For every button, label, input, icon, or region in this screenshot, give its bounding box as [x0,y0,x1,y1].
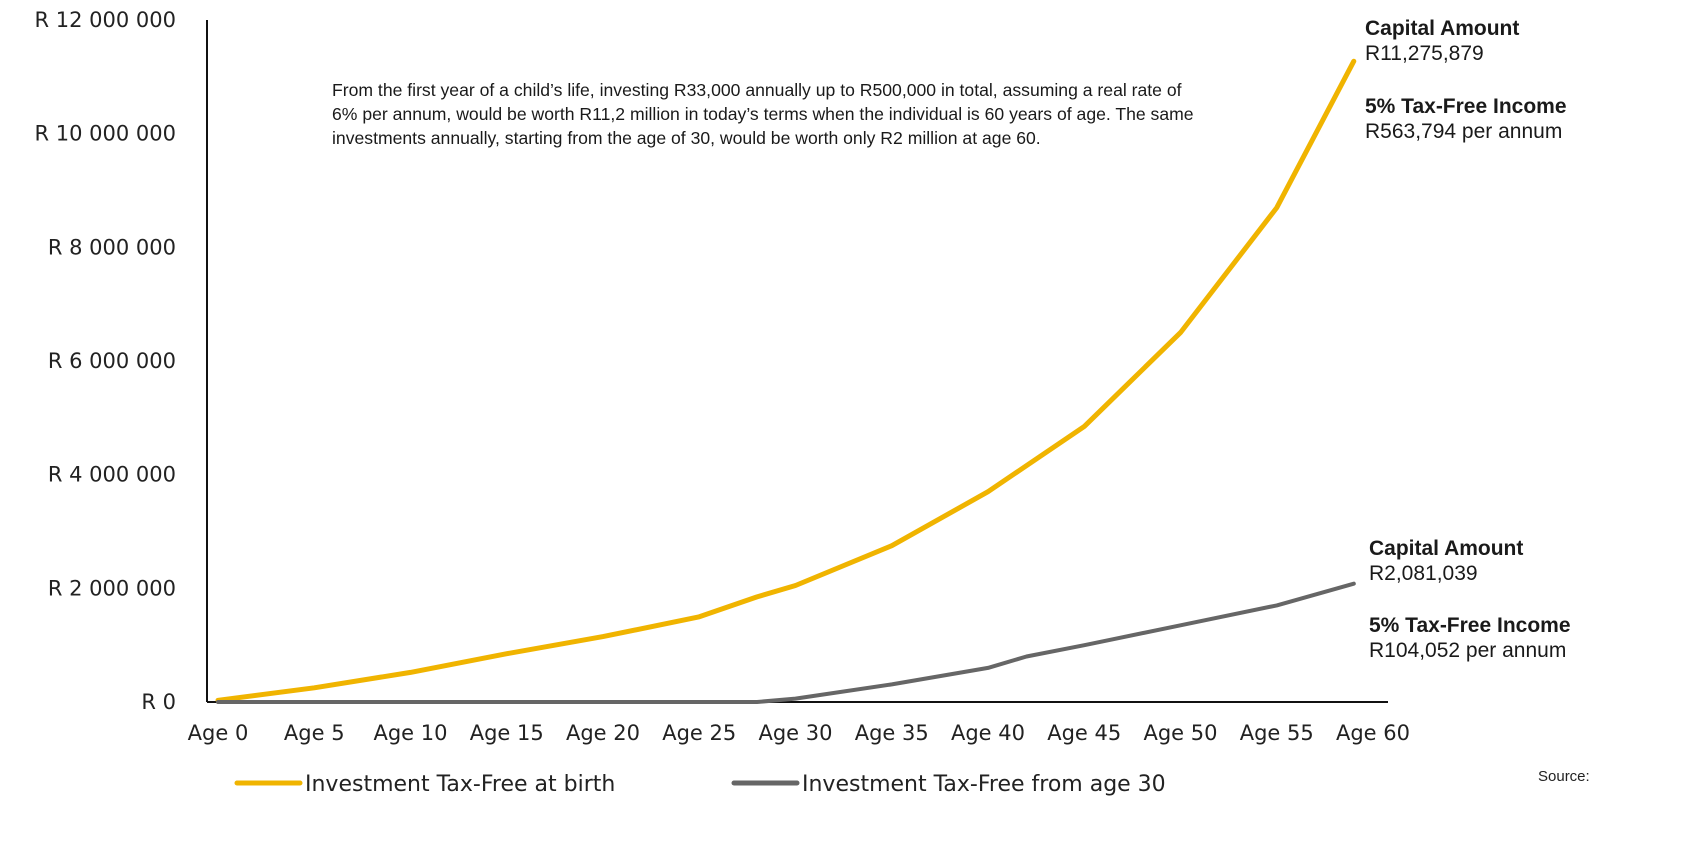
x-tick-label: Age 60 [1336,721,1410,745]
y-axis-ticks: R 0 R 2 000 000 R 4 000 000 R 6 000 000 R 8 … [34,8,176,714]
x-tick-label: Age 10 [373,721,447,745]
series-line-age30 [216,581,1356,704]
income-label-age30: 5% Tax-Free Income [1369,614,1571,637]
y-tick-label: R 10 000 000 [34,122,176,146]
income-value-age30: R104,052 per annum [1369,639,1566,662]
capital-amount-label-age30: Capital Amount [1369,537,1523,560]
capital-amount-value-age30: R2,081,039 [1369,562,1478,585]
x-tick-label: Age 25 [662,721,736,745]
y-tick-label: R 4 000 000 [48,463,176,487]
income-value-birth: R563,794 per annum [1365,120,1562,143]
x-tick-label: Age 20 [566,721,640,745]
x-tick-label: Age 45 [1047,721,1121,745]
y-tick-label: R 0 [141,690,176,714]
y-tick-label: R 8 000 000 [48,235,176,259]
annotation-birth: Capital Amount R11,275,879 5% Tax-Free I… [1365,17,1567,143]
x-tick-label: Age 5 [284,721,345,745]
chart-note: From the first year of a child’s life, i… [332,80,1194,148]
y-tick-label: R 12 000 000 [34,8,176,32]
y-tick-label: R 2 000 000 [48,576,176,600]
series-line-birth [215,58,1357,703]
annotation-age30: Capital Amount R2,081,039 5% Tax-Free In… [1369,537,1571,662]
legend-label-age30: Investment Tax-Free from age 30 [802,772,1166,797]
x-tick-label: Age 0 [188,721,249,745]
x-axis-ticks: Age 0 Age 5 Age 10 Age 15 Age 20 Age 25 Age 30… [188,721,1410,745]
legend-label-birth: Investment Tax-Free at birth [305,772,615,797]
capital-amount-value-birth: R11,275,879 [1365,42,1484,65]
source-label: Source: [1538,768,1590,785]
income-label-birth: 5% Tax-Free Income [1365,95,1567,118]
x-tick-label: Age 50 [1143,721,1217,745]
x-tick-label: Age 55 [1240,721,1314,745]
legend: Investment Tax-Free at birth Investment … [234,772,1166,797]
series-layer [215,58,1357,704]
x-tick-label: Age 40 [951,721,1025,745]
x-tick-label: Age 15 [470,721,544,745]
y-tick-label: R 6 000 000 [48,349,176,373]
x-tick-label: Age 30 [758,721,832,745]
capital-amount-label-birth: Capital Amount [1365,17,1519,40]
x-tick-label: Age 35 [855,721,929,745]
